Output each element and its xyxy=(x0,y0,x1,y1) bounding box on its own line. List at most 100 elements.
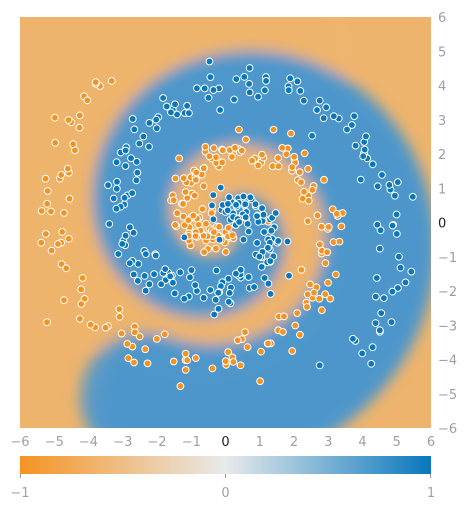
data-point-blue xyxy=(121,162,130,170)
data-point-orange xyxy=(224,348,233,357)
data-point-orange xyxy=(184,216,193,225)
data-point-blue xyxy=(129,228,138,237)
data-point-blue xyxy=(244,227,253,236)
data-point-blue xyxy=(368,160,377,169)
data-point-blue xyxy=(245,80,254,88)
data-point-orange xyxy=(58,228,67,236)
data-point-blue xyxy=(132,176,141,185)
x-tick-label: −6 xyxy=(10,435,29,450)
data-point-blue xyxy=(128,189,137,198)
data-point-blue xyxy=(209,215,218,224)
data-point-orange xyxy=(221,248,230,256)
data-point-orange xyxy=(205,152,214,161)
data-point-blue xyxy=(359,152,368,161)
data-point-blue xyxy=(392,210,401,219)
data-point-orange xyxy=(323,248,332,257)
data-point-blue xyxy=(343,125,351,134)
data-point-blue xyxy=(145,119,154,127)
data-point-blue xyxy=(299,96,308,105)
data-point-blue xyxy=(283,237,292,246)
data-point-blue xyxy=(373,182,382,191)
data-point-orange xyxy=(60,296,68,305)
data-point-orange xyxy=(317,306,326,315)
data-point-blue xyxy=(180,233,189,242)
data-point-orange xyxy=(300,187,308,196)
data-point-orange xyxy=(41,174,50,183)
data-point-blue xyxy=(260,228,269,236)
data-point-blue xyxy=(105,220,114,228)
data-point-blue xyxy=(391,191,399,200)
data-point-blue xyxy=(285,271,293,280)
data-point-blue xyxy=(286,74,295,83)
data-point-orange xyxy=(335,237,344,246)
data-point-blue xyxy=(114,250,123,258)
data-point-blue xyxy=(224,274,233,283)
data-point-orange xyxy=(199,182,208,191)
data-point-blue xyxy=(121,146,130,155)
data-point-orange xyxy=(257,347,265,356)
data-point-orange xyxy=(176,382,185,391)
data-point-blue xyxy=(245,88,254,97)
data-point-orange xyxy=(181,188,190,196)
data-point-orange xyxy=(169,196,178,205)
data-point-orange xyxy=(51,138,60,147)
data-point-blue xyxy=(241,213,250,222)
data-point-orange xyxy=(130,358,138,367)
data-point-orange xyxy=(153,335,161,343)
data-point-blue xyxy=(205,57,214,66)
data-point-blue xyxy=(214,288,223,297)
data-point-blue xyxy=(225,289,234,297)
colorbar-mid-label: 0 xyxy=(221,486,229,501)
data-point-orange xyxy=(295,168,304,177)
data-point-orange xyxy=(43,199,51,208)
data-point-blue xyxy=(293,77,302,86)
data-point-blue xyxy=(259,210,268,219)
y-tick-label: −4 xyxy=(438,354,457,369)
data-point-blue xyxy=(215,235,224,244)
data-point-blue xyxy=(180,294,189,303)
data-point-blue xyxy=(191,281,200,290)
data-point-orange xyxy=(91,78,100,87)
data-point-orange xyxy=(218,158,227,167)
y-tick-label: −6 xyxy=(438,422,457,437)
data-point-blue xyxy=(367,359,376,368)
data-point-orange xyxy=(237,146,246,155)
data-point-blue xyxy=(162,102,171,111)
data-point-orange xyxy=(324,223,333,231)
data-point-blue xyxy=(319,114,328,123)
data-point-blue xyxy=(150,270,159,279)
data-point-blue xyxy=(368,343,377,352)
data-point-orange xyxy=(228,231,237,240)
data-point-blue xyxy=(133,276,142,285)
data-point-blue xyxy=(239,192,248,201)
data-point-blue xyxy=(152,115,161,124)
data-point-orange xyxy=(264,339,272,348)
data-point-orange xyxy=(337,222,346,231)
data-point-orange xyxy=(242,135,250,144)
data-point-orange xyxy=(37,207,46,215)
data-point-orange xyxy=(173,209,182,218)
data-point-blue xyxy=(274,237,283,245)
data-point-blue xyxy=(223,206,232,215)
y-axis-ticks: 6 5 4 3 2 1 0 −1 −2 −3 −4 −5 −6 xyxy=(438,11,457,437)
y-tick-label: 3 xyxy=(438,114,446,129)
data-point-blue xyxy=(230,95,239,104)
data-point-orange xyxy=(135,332,144,341)
data-point-blue xyxy=(232,200,241,209)
data-point-orange xyxy=(64,164,72,173)
data-point-orange xyxy=(191,232,200,241)
x-axis-ticks: −6 −5 −4 −3 −2 −1 0 1 2 3 4 5 6 xyxy=(10,435,435,450)
data-point-blue xyxy=(260,86,269,95)
data-point-blue xyxy=(145,280,154,289)
data-point-orange xyxy=(326,294,335,303)
data-point-blue xyxy=(135,139,144,148)
data-point-orange xyxy=(160,330,169,339)
x-tick-label: 2 xyxy=(290,435,298,450)
data-point-blue xyxy=(224,297,233,306)
data-point-blue xyxy=(388,287,397,296)
data-point-blue xyxy=(393,178,402,187)
data-point-blue xyxy=(360,145,369,154)
data-point-blue xyxy=(224,199,232,208)
data-point-orange xyxy=(256,377,265,386)
data-point-orange xyxy=(235,125,243,134)
